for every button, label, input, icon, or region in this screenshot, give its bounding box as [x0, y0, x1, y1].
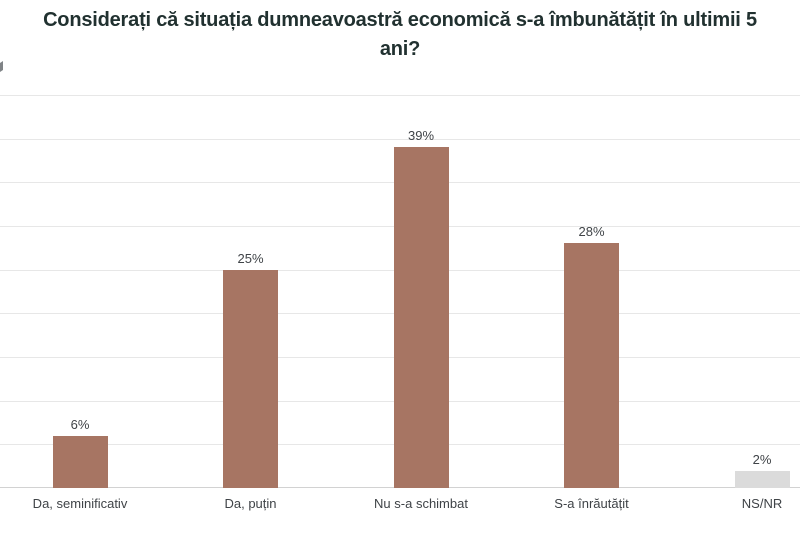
bar-5	[734, 470, 790, 488]
bar-value-label-4: 28%	[578, 224, 605, 240]
x-axis-label-2: Da, puțin	[224, 496, 277, 511]
x-axis-labels: Da, seminificativ Da, puțin Nu s-a schimba…	[0, 496, 800, 516]
bar-3	[393, 147, 449, 488]
x-axis-label-4: S-a înrăutățit	[554, 496, 629, 511]
chart-title-line-2: ani?	[379, 38, 421, 60]
bar-value-label-1: 6%	[70, 416, 90, 432]
bar-2	[223, 269, 278, 488]
bar-4	[564, 243, 619, 488]
gridline-45	[0, 95, 800, 96]
chart-title-line-1: Considerați că situația dumneavoastră ec…	[43, 9, 757, 31]
x-axis-label-1: Da, seminificativ	[32, 496, 128, 511]
x-axis-label-5: NS/NR	[741, 496, 783, 511]
bar-value-label-5: 2%	[752, 451, 772, 467]
bar-value-label-2: 25%	[237, 250, 264, 266]
bar-value-label-3: 39%	[407, 128, 435, 144]
plot-area: 6% 25% 39% 28% 2%	[0, 95, 800, 488]
bar-1	[52, 435, 108, 488]
chart-title: Considerați că situația dumneavoastră ec…	[0, 6, 800, 64]
gridline-40	[0, 138, 800, 140]
left-edge-clipped-mark	[0, 60, 3, 73]
x-axis-label-3: Nu s-a schimbat	[374, 496, 468, 511]
